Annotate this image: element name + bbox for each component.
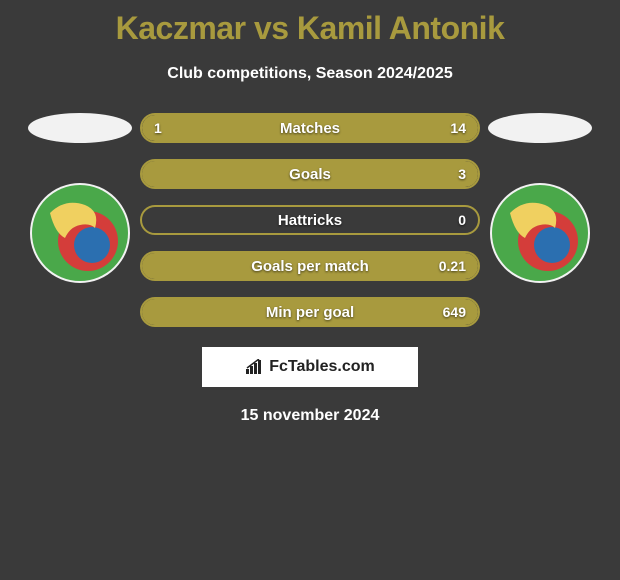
stat-value-right: 649 <box>443 304 466 320</box>
stat-value-left: 1 <box>154 120 162 136</box>
stat-value-right: 14 <box>450 120 466 136</box>
player-right-club-logo <box>490 183 590 283</box>
date-text: 15 november 2024 <box>241 407 380 425</box>
stat-bar: Goals 3 <box>140 159 480 189</box>
player-right-flag <box>488 113 592 143</box>
stat-value-right: 0.21 <box>439 258 466 274</box>
stat-label: Min per goal <box>266 304 354 321</box>
brand-text: FcTables.com <box>269 358 375 376</box>
main-row: 1 Matches 14 Goals 3 Hattricks 0 Goals per matc… <box>0 113 620 327</box>
stat-bar: Goals per match 0.21 <box>140 251 480 281</box>
comparison-card: Kaczmar vs Kamil Antonik Club competitio… <box>0 0 620 425</box>
stat-label: Goals per match <box>251 258 369 275</box>
player-left-flag <box>28 113 132 143</box>
page-subtitle: Club competitions, Season 2024/2025 <box>167 65 452 83</box>
stat-label: Matches <box>280 120 340 137</box>
stat-value-right: 0 <box>458 212 466 228</box>
player-right-col <box>480 113 600 283</box>
club-logo-icon <box>30 183 130 283</box>
club-logo-icon <box>490 183 590 283</box>
page-title: Kaczmar vs Kamil Antonik <box>116 10 505 47</box>
stat-bar: Hattricks 0 <box>140 205 480 235</box>
stat-bar: 1 Matches 14 <box>140 113 480 143</box>
player-left-col <box>20 113 140 283</box>
stat-label: Goals <box>289 166 331 183</box>
brand-box: FcTables.com <box>202 347 418 387</box>
stat-value-right: 3 <box>458 166 466 182</box>
stat-label: Hattricks <box>278 212 342 229</box>
player-left-club-logo <box>30 183 130 283</box>
chart-icon <box>245 359 265 375</box>
stats-bars: 1 Matches 14 Goals 3 Hattricks 0 Goals per matc… <box>140 113 480 327</box>
stat-bar: Min per goal 649 <box>140 297 480 327</box>
